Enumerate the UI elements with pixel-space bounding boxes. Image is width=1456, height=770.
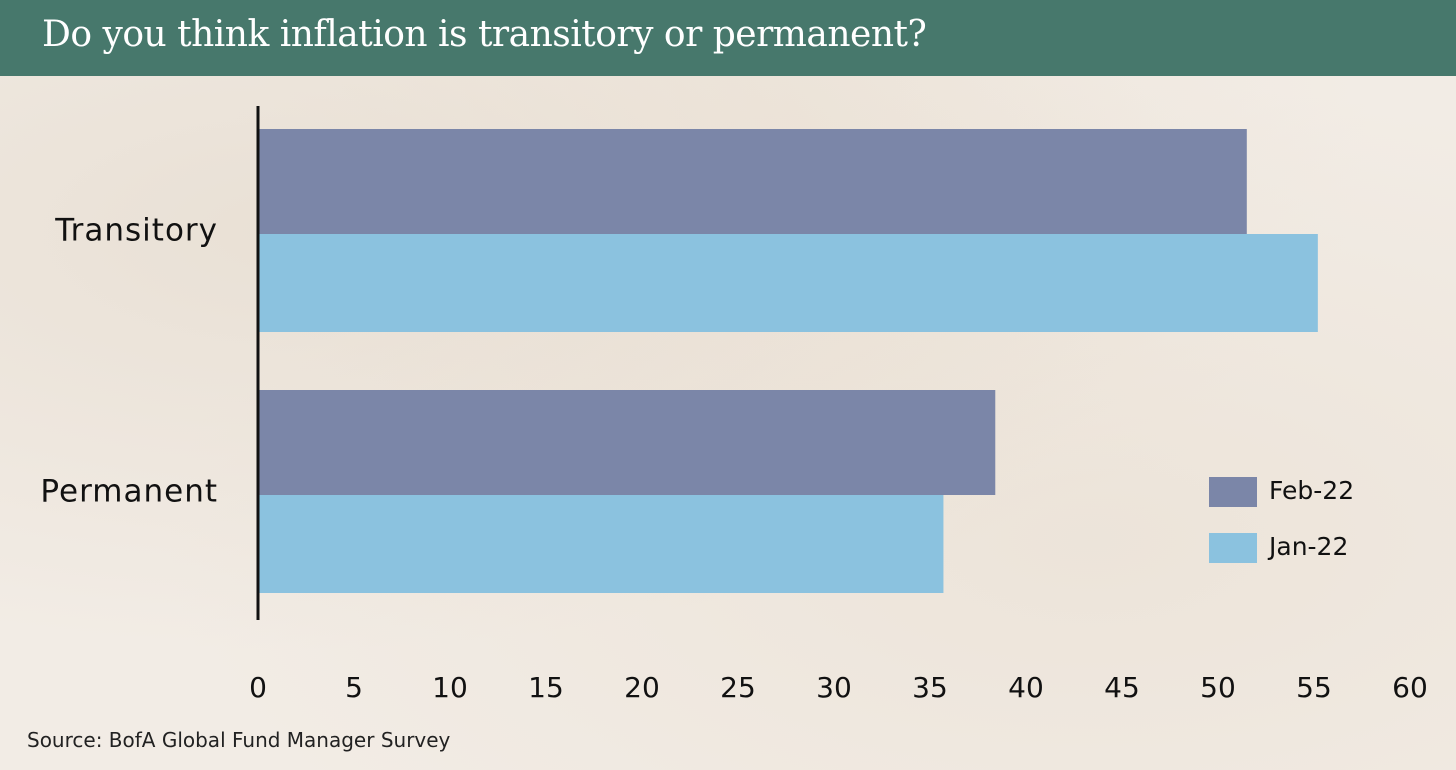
category-label-permanent: Permanent: [40, 474, 218, 510]
x-tick-label: 15: [528, 671, 564, 704]
x-tick-label: 40: [1008, 671, 1044, 704]
x-tick-label: 45: [1104, 671, 1140, 704]
x-tick-label: 5: [345, 671, 363, 704]
title-bar: Do you think inflation is transitory or …: [0, 0, 1456, 76]
chart-title: Do you think inflation is transitory or …: [42, 14, 927, 55]
x-tick-label: 20: [624, 671, 660, 704]
bar-transitory-feb-22: [258, 129, 1247, 234]
x-tick-label: 35: [912, 671, 948, 704]
x-tick-label: 0: [249, 671, 267, 704]
x-tick-label: 55: [1296, 671, 1332, 704]
x-tick-label: 60: [1392, 671, 1428, 704]
legend-label-jan-22: Jan-22: [1267, 532, 1348, 561]
bar-permanent-feb-22: [258, 390, 996, 495]
legend-swatch-jan-22: [1209, 533, 1257, 563]
x-tick-label: 10: [432, 671, 468, 704]
x-tick-label: 30: [816, 671, 852, 704]
legend-label-feb-22: Feb-22: [1269, 476, 1354, 505]
x-tick-label: 50: [1200, 671, 1236, 704]
bar-permanent-jan-22: [258, 495, 944, 593]
bar-transitory-jan-22: [258, 234, 1318, 332]
x-tick-label: 25: [720, 671, 756, 704]
category-label-transitory: Transitory: [54, 213, 218, 249]
source-note: Source: BofA Global Fund Manager Survey: [27, 728, 451, 752]
legend-swatch-feb-22: [1209, 477, 1257, 507]
